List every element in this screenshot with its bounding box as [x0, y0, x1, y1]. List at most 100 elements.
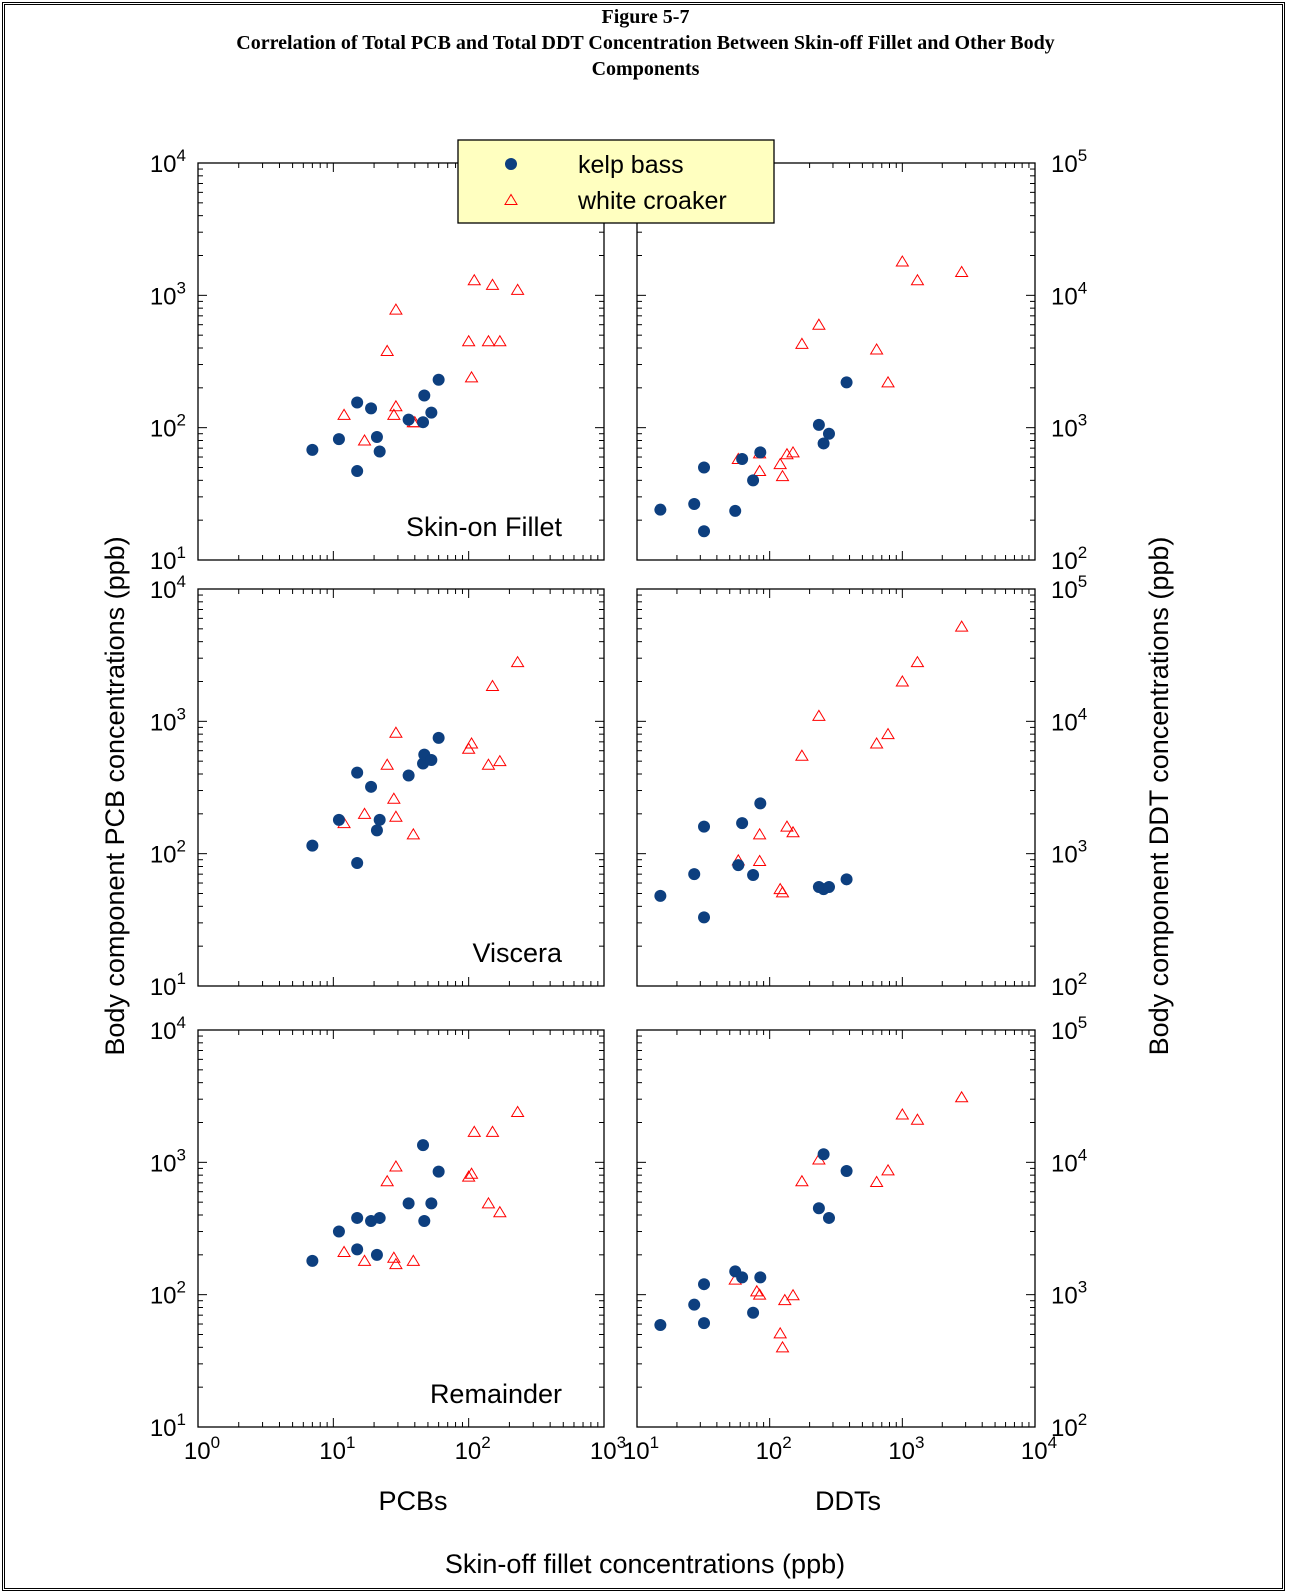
- kelp-bass-point: [747, 1306, 760, 1319]
- x-tick-label: 100: [184, 1433, 220, 1465]
- panel-frame-ddt-viscera: [636, 588, 1036, 987]
- white-croaker-point: [464, 1167, 479, 1179]
- y-tick-label: 102: [150, 411, 186, 443]
- kelp-bass-point: [373, 445, 386, 458]
- white-croaker-point: [910, 273, 925, 286]
- white-croaker-point: [510, 283, 525, 295]
- y-tick-label: 102: [150, 1278, 186, 1310]
- y-tick-label: 103: [150, 1145, 186, 1177]
- y-axis-label-left: Body component PCB concentrations (ppb): [100, 536, 130, 1055]
- kelp-bass-point: [747, 474, 760, 487]
- kelp-bass-point: [698, 461, 711, 474]
- panel-label-pcb-remainder: Remainder: [430, 1379, 562, 1409]
- white-croaker-point: [881, 375, 895, 388]
- y-tick-label: 104: [1051, 704, 1087, 736]
- white-croaker-point: [510, 1105, 525, 1118]
- white-croaker-point: [492, 334, 507, 347]
- white-croaker-point: [780, 447, 794, 460]
- kelp-bass-point: [840, 873, 853, 886]
- white-croaker-point: [389, 1257, 403, 1270]
- white-croaker-point: [910, 1113, 925, 1125]
- kelp-bass-point: [754, 1271, 767, 1284]
- legend-white-croaker-label: white croaker: [577, 187, 727, 215]
- white-croaker-point: [337, 408, 351, 420]
- white-croaker-point: [881, 1163, 895, 1176]
- kelp-bass-point: [812, 418, 825, 431]
- kelp-bass-point: [822, 427, 835, 440]
- figure-title-line-2: Components: [591, 58, 700, 80]
- white-croaker-point: [869, 737, 884, 749]
- white-croaker-point: [795, 749, 809, 761]
- figure-title-block: Figure 5-7 Correlation of Total PCB and …: [0, 4, 1291, 82]
- white-croaker-point: [786, 445, 800, 458]
- kelp-bass-point: [417, 416, 430, 429]
- kelp-bass-point: [351, 766, 364, 779]
- white-croaker-point: [461, 334, 476, 347]
- panel-frame-ddt-skin-on-fillet: [636, 162, 1036, 561]
- kelp-bass-point: [351, 465, 364, 478]
- y-tick-label: 103: [1051, 1278, 1087, 1310]
- white-croaker-point: [389, 303, 403, 315]
- white-croaker-point: [773, 457, 788, 470]
- y-tick-label: 105: [1051, 572, 1087, 604]
- white-croaker-point: [467, 1125, 482, 1137]
- white-croaker-point: [954, 620, 969, 632]
- white-croaker-point: [795, 337, 809, 349]
- panel-label-pcb-viscera: Viscera: [472, 938, 563, 968]
- white-croaker-point: [775, 885, 790, 898]
- kelp-bass-point: [351, 1211, 364, 1224]
- y-tick-label: 104: [1051, 278, 1087, 310]
- white-croaker-point: [386, 408, 401, 420]
- y-tick-label: 101: [150, 543, 186, 575]
- column-label-pcbs: PCBs: [378, 1486, 447, 1516]
- white-croaker-point: [812, 318, 826, 330]
- kelp-bass-point: [370, 431, 383, 444]
- kelp-bass-point: [688, 868, 701, 881]
- white-croaker-point: [386, 1251, 401, 1263]
- kelp-bass-point: [306, 443, 319, 456]
- legend: kelp bass white croaker: [457, 139, 775, 224]
- white-croaker-point: [389, 399, 403, 412]
- kelp-bass-point: [698, 525, 711, 538]
- white-croaker-point: [389, 1160, 403, 1172]
- kelp-bass-point: [822, 1211, 835, 1224]
- kelp-bass-point: [747, 868, 760, 881]
- kelp-bass-point: [729, 504, 742, 517]
- white-croaker-point: [910, 655, 925, 668]
- kelp-bass-point: [840, 376, 853, 389]
- y-tick-label: 105: [1051, 1013, 1087, 1045]
- kelp-bass-point: [654, 1318, 667, 1331]
- x-tick-label: 103: [888, 1433, 924, 1465]
- kelp-bass-point: [732, 859, 745, 872]
- white-croaker-point: [485, 1125, 500, 1137]
- kelp-bass-point: [402, 769, 415, 782]
- kelp-bass-point: [736, 817, 749, 830]
- figure-title-line-1: Correlation of Total PCB and Total DDT C…: [236, 32, 1055, 54]
- kelp-bass-point: [402, 413, 415, 426]
- white-croaker-point: [464, 370, 479, 383]
- kelp-bass-point: [698, 1317, 711, 1330]
- kelp-bass-point: [418, 389, 431, 402]
- kelp-bass-point: [425, 754, 438, 767]
- kelp-bass-point: [370, 1248, 383, 1261]
- y-tick-label: 104: [150, 572, 186, 604]
- kelp-bass-point: [306, 839, 319, 852]
- white-croaker-point: [773, 1326, 788, 1339]
- x-tick-label: 101: [319, 1433, 355, 1465]
- white-croaker-point: [464, 737, 479, 749]
- white-croaker-point: [461, 1170, 476, 1182]
- kelp-bass-point: [688, 1298, 701, 1311]
- x-tick-label: 104: [1021, 1433, 1057, 1465]
- y-tick-label: 104: [150, 146, 186, 178]
- kelp-bass-point: [365, 402, 378, 415]
- y-tick-label: 101: [150, 969, 186, 1001]
- kelp-bass-point: [698, 1278, 711, 1291]
- white-croaker-point: [481, 334, 496, 347]
- figure-label: Figure 5-7: [601, 6, 690, 28]
- white-croaker-point: [954, 1090, 969, 1103]
- white-croaker-point: [492, 754, 507, 767]
- white-croaker-point: [492, 1205, 507, 1218]
- legend-kelp-bass-label: kelp bass: [578, 151, 684, 179]
- white-croaker-point: [386, 792, 401, 804]
- white-croaker-point: [869, 342, 884, 355]
